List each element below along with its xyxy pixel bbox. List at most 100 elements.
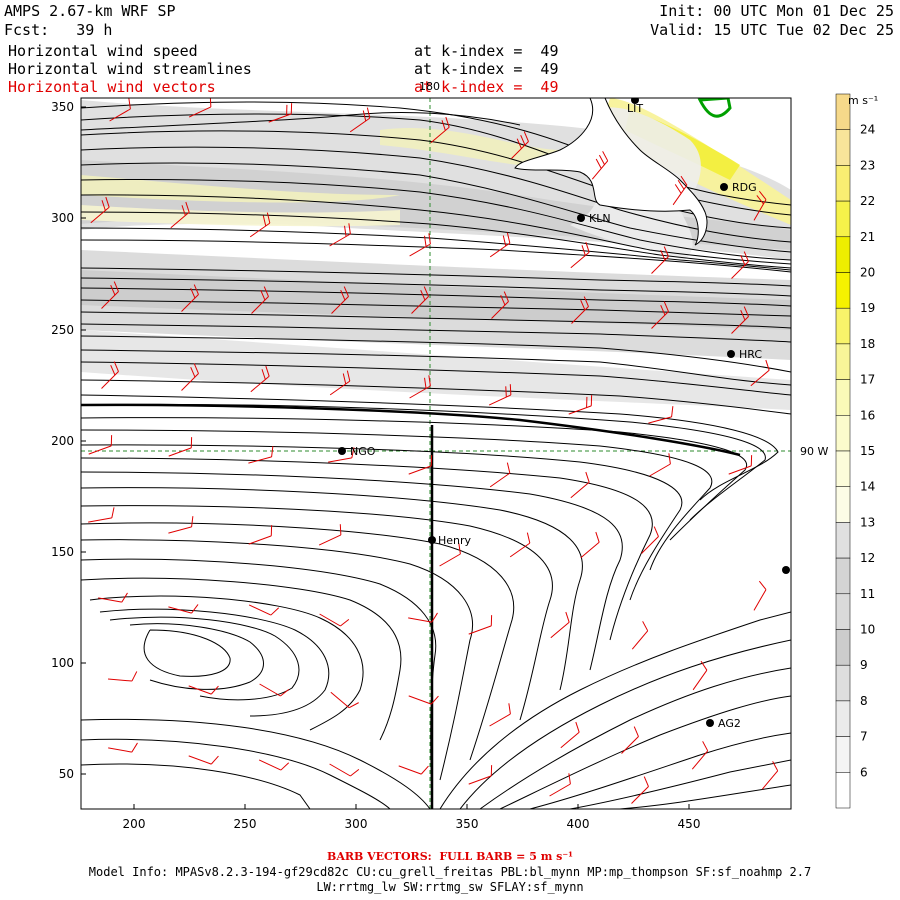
- colorbar-label: 6: [860, 765, 868, 779]
- colorbar-swatch: [835, 629, 851, 666]
- wind-barb: [108, 742, 138, 753]
- wind-barb: [489, 462, 511, 488]
- wind-barb: [188, 755, 219, 765]
- wind-barb: [580, 531, 600, 559]
- colorbar-swatch: [835, 129, 851, 166]
- highlight-streamline: [81, 403, 741, 809]
- wind-barb: [349, 107, 371, 133]
- wind-barb: [641, 526, 659, 554]
- model-info: Model Info: MPASv8.2.3-194-gf29cd82c CU:…: [88, 865, 812, 879]
- station-kln-marker[interactable]: [577, 214, 585, 222]
- wind-barb: [491, 291, 509, 319]
- station-unlabeled-marker[interactable]: [782, 566, 790, 574]
- wind-barb: [168, 437, 193, 457]
- wind-barb: [409, 375, 431, 399]
- field-label-streamlines: Horizontal wind streamlines: [8, 60, 252, 78]
- wind-barb: [591, 151, 609, 180]
- colorbar-swatch: [835, 736, 851, 773]
- station-ngo-label: NGO: [350, 445, 376, 458]
- wind-barb: [488, 384, 512, 406]
- wind-barb: [188, 685, 219, 695]
- meridian-label: 180: [419, 80, 440, 93]
- station-henry-label: Henry: [438, 534, 472, 547]
- plot-frame: [80, 97, 792, 810]
- y-ticks: [81, 106, 86, 775]
- wind-barb: [109, 98, 131, 122]
- wind-barb: [649, 453, 671, 477]
- station-ag2-marker[interactable]: [706, 719, 714, 727]
- wind-barbs: [88, 98, 779, 804]
- wind-barb: [550, 611, 570, 639]
- colorbar-swatch: [835, 557, 851, 595]
- valid-time: Valid: 15 UTC Tue 02 Dec 25: [650, 21, 894, 39]
- wind-barb: [90, 196, 110, 224]
- wind-barb: [168, 516, 194, 534]
- wind-barb: [750, 359, 770, 387]
- colorbar-label: 22: [860, 194, 875, 208]
- colorbar-label: 16: [860, 408, 875, 422]
- forecast-hour: Fcst: 39 h: [4, 21, 113, 39]
- wind-barb: [249, 212, 271, 238]
- wind-barb: [568, 395, 593, 415]
- wind-barb: [250, 365, 270, 393]
- colorbar-swatch: [835, 522, 851, 559]
- colorbar-swatch: [835, 664, 851, 702]
- wind-barb: [560, 721, 580, 749]
- wind-barb: [251, 286, 269, 314]
- wind-barb: [408, 612, 438, 623]
- colorbar-label: 23: [860, 158, 875, 172]
- physics-info: LW:rrtmg_lw SW:rrtmg_sw SFLAY:sf_mynn: [316, 880, 584, 894]
- wind-barb: [328, 447, 355, 463]
- field-level-speed: at k-index = 49: [414, 42, 559, 60]
- x-tick-label: 450: [678, 817, 701, 831]
- wind-barb: [170, 201, 190, 229]
- y-axis: 350 300 250 200 150 100 50: [51, 100, 74, 781]
- station-ag2-label: AG2: [718, 717, 741, 730]
- wind-barb: [489, 703, 511, 727]
- wind-barb: [731, 251, 749, 279]
- wind-barb: [631, 776, 649, 804]
- station-hrc-marker[interactable]: [727, 350, 735, 358]
- station-ngo-marker[interactable]: [338, 447, 346, 455]
- wind-barb: [631, 621, 649, 650]
- wind-barb: [248, 525, 273, 545]
- x-tick-label: 200: [123, 817, 146, 831]
- wind-barb: [549, 773, 571, 797]
- station-henry-marker[interactable]: [428, 536, 436, 544]
- colorbar-swatch: [835, 343, 851, 380]
- wind-barb: [570, 241, 590, 269]
- wind-barb: [408, 695, 439, 705]
- wind-barb: [258, 759, 290, 771]
- colorbar-label: 10: [860, 623, 875, 637]
- x-tick-label: 250: [234, 817, 257, 831]
- colorbar-label: 21: [860, 230, 875, 244]
- parallel-label: 90 W: [800, 445, 828, 458]
- colorbar-swatch: [835, 272, 851, 309]
- station-rdg-marker[interactable]: [720, 183, 728, 191]
- wind-barb: [181, 363, 199, 391]
- wind-barb: [648, 406, 674, 424]
- wind-barb: [188, 98, 212, 118]
- wind-barb: [468, 615, 493, 635]
- wind-barb: [408, 455, 433, 475]
- wind-barb: [430, 116, 450, 144]
- model-title: AMPS 2.67-km WRF SP: [4, 2, 176, 20]
- x-tick-label: 400: [567, 817, 590, 831]
- wind-barb: [88, 507, 115, 523]
- wind-barb: [268, 103, 293, 123]
- colorbar-label: 12: [860, 551, 875, 565]
- colorbar-label: 18: [860, 337, 875, 351]
- colorbar-label: 11: [860, 587, 875, 601]
- wind-barb: [651, 246, 669, 274]
- x-tick-label: 300: [345, 817, 368, 831]
- wind-barb: [692, 660, 708, 691]
- colorbar-swatch: [835, 415, 851, 452]
- x-ticks: [133, 804, 690, 809]
- colorbar-label: 19: [860, 301, 875, 315]
- colorbar-swatch: [835, 593, 851, 630]
- wind-barb: [101, 281, 119, 309]
- wind-barb: [761, 761, 779, 790]
- field-label-speed: Horizontal wind speed: [8, 42, 198, 60]
- wind-barb: [571, 296, 589, 324]
- station-lit-marker[interactable]: [631, 96, 639, 104]
